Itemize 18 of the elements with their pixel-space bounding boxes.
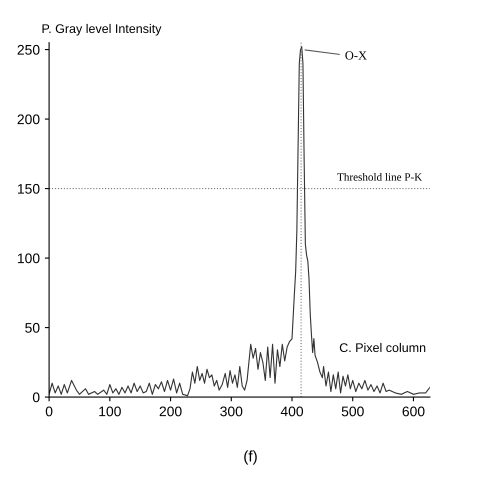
y-tick-label: 50 (25, 322, 40, 333)
x-tick-label: 600 (402, 406, 425, 416)
x-tick-label: 200 (160, 406, 182, 416)
y-tick-label: 200 (18, 114, 40, 124)
y-tick-label: 100 (18, 253, 40, 264)
y-tick-label: 0 (32, 392, 40, 402)
x-tick-label: 0 (46, 406, 52, 416)
ref-line-label: Threshold line P-K (337, 172, 422, 181)
x-tick-label: 500 (342, 406, 364, 416)
y-axis-title: P. Gray level Intensity (42, 24, 162, 36)
x-tick-label: 100 (99, 406, 121, 416)
y-tick-label: 150 (18, 184, 40, 194)
x-tick-label: 400 (280, 406, 304, 416)
x-tick-label: 300 (220, 406, 242, 416)
annotation: O-X (345, 51, 367, 60)
x-axis-title: C. Pixel column (340, 342, 426, 352)
y-tick-label: 250 (18, 44, 40, 55)
text: (f) (244, 450, 257, 465)
